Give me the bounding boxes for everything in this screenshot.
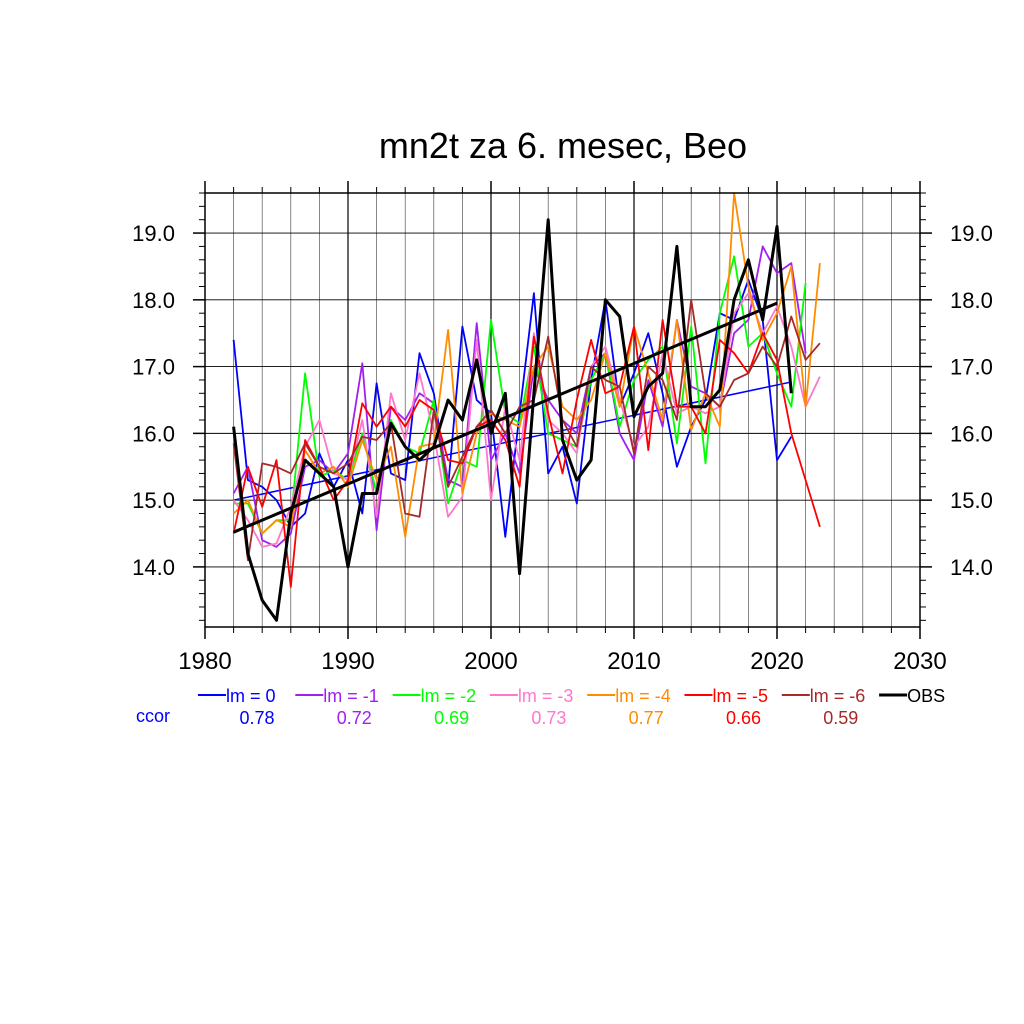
legend-label: OBS (907, 686, 945, 706)
legend-label: lm = 0 (226, 686, 276, 706)
x-tick-label: 1990 (321, 648, 374, 675)
series-line (232, 298, 821, 562)
y-tick-label-right: 15.0 (950, 488, 993, 513)
legend-label: lm = -1 (323, 686, 379, 706)
y-tick-label-right: 17.0 (950, 355, 993, 380)
legend-label: lm = -2 (421, 686, 477, 706)
chart-title: mn2t za 6. mesec, Beo (379, 125, 747, 166)
series-line (232, 218, 793, 622)
legend-label: lm = -6 (810, 686, 866, 706)
y-tick-label-left: 19.0 (132, 221, 175, 246)
series-line (232, 318, 821, 588)
y-tick-label-left: 16.0 (132, 421, 175, 446)
series-layer (232, 192, 821, 622)
x-tick-label: 2020 (750, 648, 803, 675)
x-tick-label: 2000 (464, 648, 517, 675)
y-tick-label-right: 18.0 (950, 288, 993, 313)
legend-ccor: 0.69 (434, 708, 469, 728)
y-tick-label-right: 14.0 (950, 555, 993, 580)
y-tick-label-left: 15.0 (132, 488, 175, 513)
y-tick-label-right: 16.0 (950, 421, 993, 446)
y-tick-label-left: 17.0 (132, 355, 175, 380)
axes: 1980 1990 2000 2010 2020 2030 14.0 14.0 15.0 15.0… (132, 181, 993, 675)
legend-ccor: 0.72 (337, 708, 372, 728)
legend-ccor: 0.77 (629, 708, 664, 728)
legend-label: lm = -5 (713, 686, 769, 706)
x-tick-label: 2030 (893, 648, 946, 675)
y-tick-label-left: 18.0 (132, 288, 175, 313)
ccor-label: ccor (136, 706, 170, 726)
y-tick-label-left: 14.0 (132, 555, 175, 580)
y-tick-label-right: 19.0 (950, 221, 993, 246)
x-tick-label: 2010 (607, 648, 660, 675)
legend-label: lm = -3 (518, 686, 574, 706)
legend: ccor lm = 00.78 lm = -10.72 lm = -20.69 lm =… (136, 686, 945, 728)
legend-ccor: 0.73 (531, 708, 566, 728)
x-tick-label: 1980 (178, 648, 231, 675)
plot-frame (204, 192, 921, 628)
series-line (232, 192, 821, 538)
legend-label: lm = -4 (615, 686, 671, 706)
legend-ccor: 0.66 (726, 708, 761, 728)
legend-ccor: 0.59 (823, 708, 858, 728)
trend-line (233, 301, 778, 534)
legend-ccor: 0.78 (239, 708, 274, 728)
